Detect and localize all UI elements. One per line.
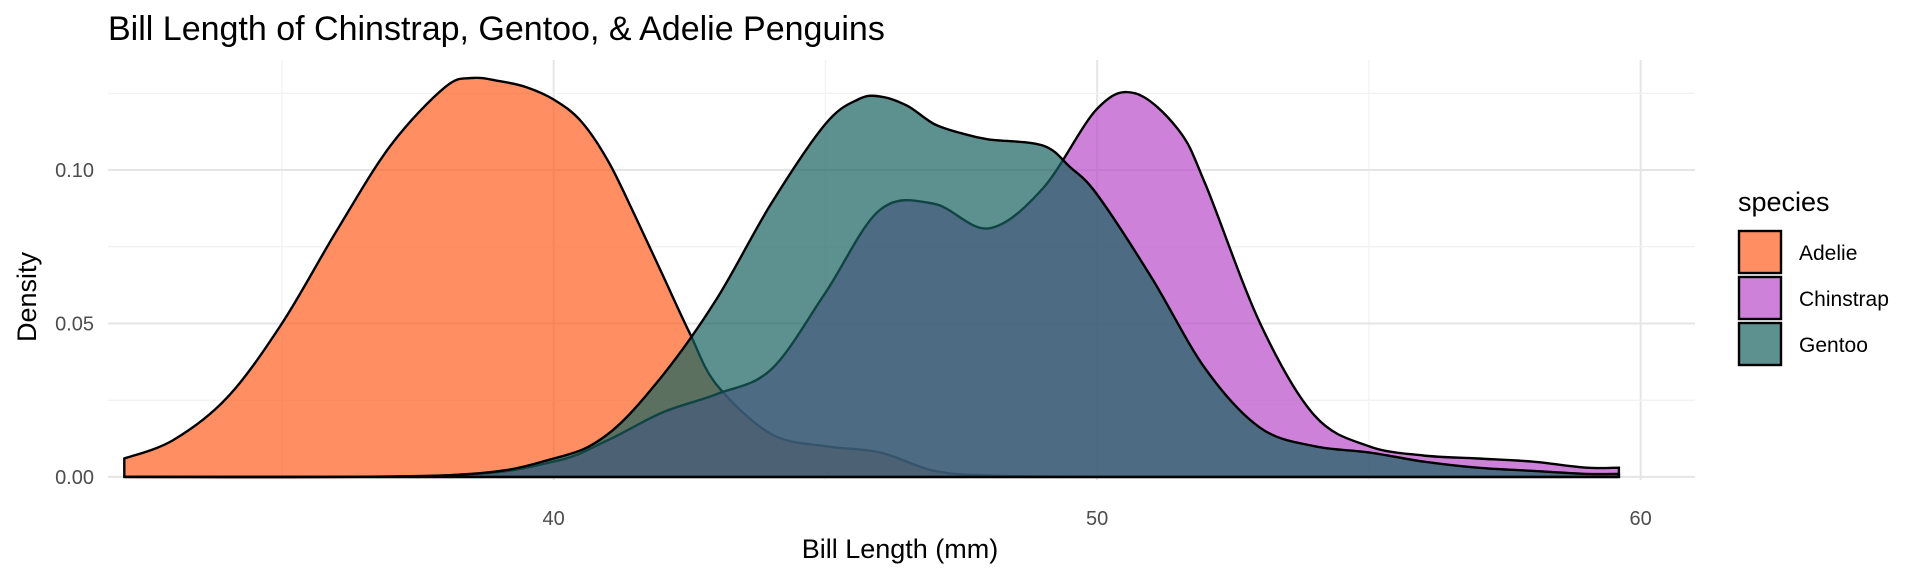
legend-label-chinstrap: Chinstrap: [1799, 288, 1889, 311]
chart-title: Bill Length of Chinstrap, Gentoo, & Adel…: [108, 10, 885, 48]
legend-label-adelie: Adelie: [1799, 242, 1857, 265]
legend-swatch-chinstrap: [1737, 275, 1783, 321]
x-tick-label: 40: [543, 508, 565, 530]
density-area-gentoo: [124, 94, 1621, 479]
y-tick-labels: 0.00 0.05 0.10: [55, 160, 94, 489]
x-axis-title: Bill Length (mm): [802, 534, 999, 564]
y-tick-label: 0.00: [55, 467, 94, 489]
y-tick-label: 0.10: [55, 160, 94, 182]
y-axis-title: Density: [12, 251, 42, 342]
y-tick-label: 0.05: [55, 313, 94, 335]
legend-title: species: [1738, 187, 1830, 217]
x-tick-label: 60: [1630, 508, 1652, 530]
density-areas: [123, 76, 1621, 479]
legend-items: Adelie Chinstrap Gentoo: [1737, 229, 1889, 367]
legend-swatch-gentoo: [1737, 321, 1783, 367]
legend: species Adelie Chinstrap Gentoo: [1737, 187, 1889, 367]
legend-swatch-adelie: [1737, 229, 1783, 275]
x-tick-label: 50: [1086, 508, 1108, 530]
x-tick-labels: 40 50 60: [543, 508, 1652, 530]
legend-label-gentoo: Gentoo: [1799, 334, 1868, 357]
